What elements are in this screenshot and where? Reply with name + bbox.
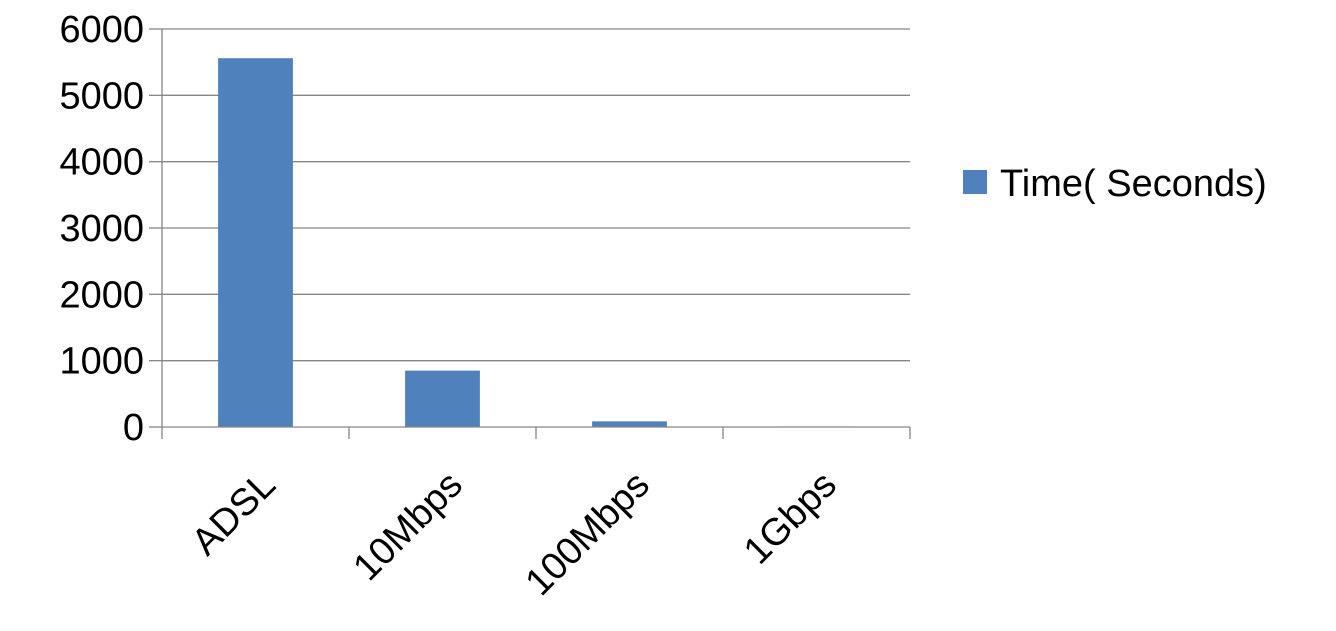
y-tick-label: 6000 — [59, 9, 144, 51]
y-tick-label: 5000 — [59, 75, 144, 117]
axes — [149, 28, 911, 439]
y-tick-label: 1000 — [59, 341, 144, 383]
legend-swatch — [963, 170, 987, 194]
x-tick-label: 10Mbps — [346, 464, 471, 589]
bar-100mbps — [592, 421, 667, 427]
legend-label: Time( Seconds) — [1000, 163, 1267, 205]
x-tick-label: ADSL — [184, 464, 284, 564]
bar-10mbps — [405, 370, 480, 427]
y-tick-labels: 0 1000 2000 3000 4000 5000 6000 — [59, 9, 144, 449]
x-tick-label: 1Gbps — [736, 464, 845, 573]
y-tick-label: 3000 — [59, 208, 144, 250]
y-tick-label: 4000 — [59, 142, 144, 184]
y-tick-label: 2000 — [59, 274, 144, 316]
y-tick-label: 0 — [123, 407, 144, 449]
legend: Time( Seconds) — [963, 163, 1267, 205]
x-tick-label: 100Mbps — [518, 464, 658, 604]
bar-adsl — [218, 58, 293, 427]
bars — [218, 58, 854, 427]
x-tick-labels: ADSL 10Mbps 100Mbps 1Gbps — [184, 464, 845, 604]
